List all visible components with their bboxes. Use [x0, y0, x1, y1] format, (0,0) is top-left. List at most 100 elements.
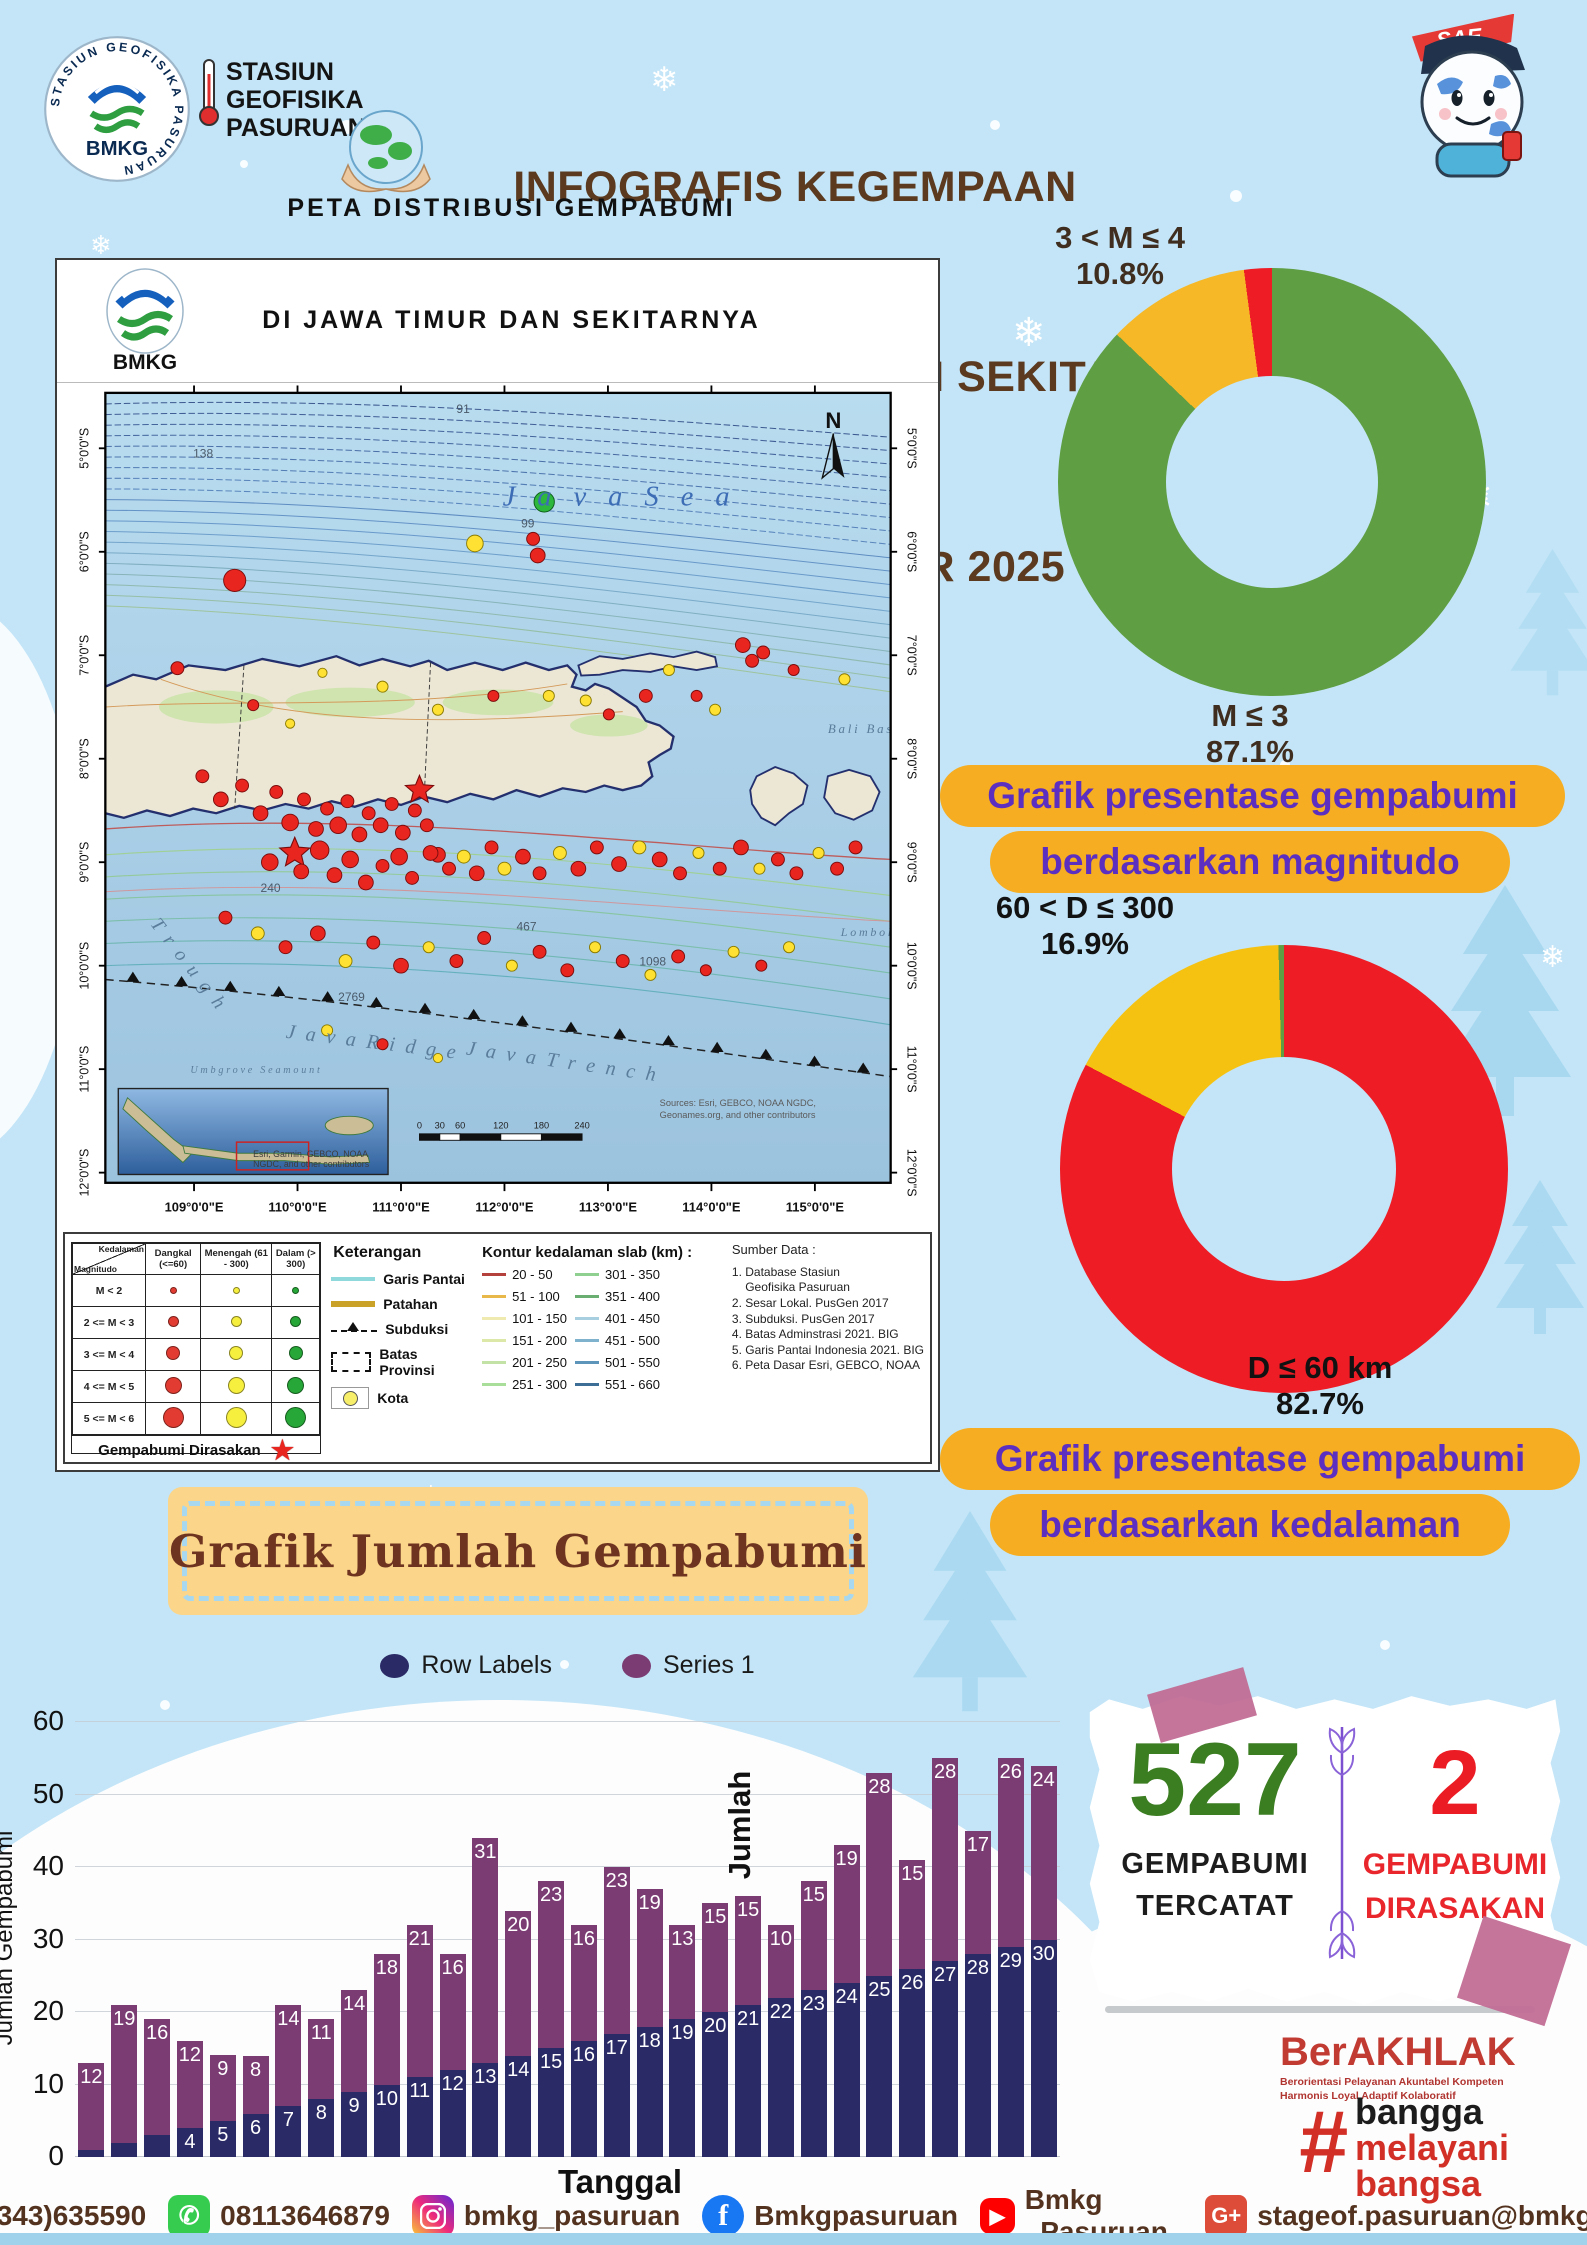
quake-dot [699, 964, 712, 977]
kontur-item: 20 - 50 [482, 1267, 567, 1282]
instagram-icon [411, 2195, 454, 2237]
contact-phone[interactable]: ☎(0343)635590 [0, 2195, 146, 2237]
bar-day-19[interactable]: 13 19 [669, 1924, 696, 2157]
magnitude-donut-chart[interactable] [1058, 268, 1486, 696]
lat-label-right: 8°0'0"S [904, 738, 918, 779]
rowlabels-segment: 28 [964, 1954, 991, 2157]
bar-day-9[interactable]: 14 9 [341, 1990, 368, 2157]
quake-dot [476, 931, 491, 945]
rowlabels-segment: 26 [899, 1968, 926, 2157]
bar-day-21[interactable]: 15 21 [735, 1895, 762, 2157]
depth-donut-chart[interactable] [1060, 945, 1508, 1393]
contact-facebook[interactable]: f Bmkgpasuruan [702, 2195, 958, 2237]
depth-caption-line-1: Grafik presentase gempabumi [940, 1428, 1580, 1490]
map-bmkg-logo: BMKG [106, 268, 184, 374]
quake-dot [292, 863, 309, 880]
quake-dot [389, 847, 408, 866]
bar-day-24[interactable]: 19 24 [833, 1845, 860, 2157]
quake-dot [589, 840, 604, 855]
series1-segment: 31 [472, 1837, 499, 2063]
map-legend: Kedalaman Magnitudo Dangkal (<=60) Menengah… [63, 1232, 932, 1464]
rowlabels-segment: 12 [439, 2070, 466, 2157]
bar-day-13[interactable]: 31 13 [472, 1837, 499, 2157]
bar-day-16[interactable]: 16 16 [570, 1925, 597, 2157]
bar-day-10[interactable]: 18 10 [373, 1954, 400, 2157]
recorded-label: GEMPABUMI TERCATAT [1095, 1843, 1335, 1927]
bar-day-4[interactable]: 12 4 [176, 2041, 203, 2157]
quake-dot [357, 874, 374, 891]
rowlabels-segment: 27 [932, 1961, 959, 2157]
quake-dot [525, 531, 540, 546]
bar-day-29[interactable]: 26 29 [997, 1758, 1024, 2157]
bar-day-26[interactable]: 15 26 [899, 1859, 926, 2157]
bar-day-17[interactable]: 23 17 [603, 1866, 630, 2157]
berakhlak-title: BerAKHLAK [1280, 2030, 1516, 2074]
bar-day-27[interactable]: 28 27 [932, 1758, 959, 2157]
lon-label: 113°0'0"E [578, 1199, 637, 1214]
magnitude-top-pct: 10.8% [1076, 255, 1164, 291]
bar-day-3[interactable]: 16 [144, 2019, 171, 2157]
series1-segment: 18 [373, 1954, 400, 2085]
bar-day-18[interactable]: 19 18 [636, 1888, 663, 2157]
bangga-line: melayani [1354, 2127, 1510, 2168]
quake-dot [222, 568, 246, 592]
bar-day-7[interactable]: 14 7 [275, 2004, 302, 2157]
quake-dot [212, 791, 229, 808]
quake-dot [638, 688, 653, 703]
bar-day-25[interactable]: 28 25 [866, 1772, 893, 2157]
y-axis-title: Jumlah Gempabumi [0, 1830, 18, 2046]
quake-dot [468, 865, 485, 882]
depth-contour-number: 138 [193, 447, 213, 461]
bar-day-28[interactable]: 17 28 [964, 1830, 991, 2157]
bar-day-8[interactable]: 11 8 [308, 2019, 335, 2157]
quake-dot [351, 826, 367, 843]
rowlabels-segment: 4 [176, 2128, 203, 2157]
magnitude-caption-text-1: Grafik presentase gempabumi [987, 775, 1518, 816]
svg-text:Esri, Garmin, GEBCO, NOAA: Esri, Garmin, GEBCO, NOAA [253, 1149, 368, 1159]
bar-day-2[interactable]: 19 [111, 2004, 138, 2157]
bar-day-22[interactable]: 10 22 [767, 1925, 794, 2157]
bar-day-12[interactable]: 16 12 [439, 1954, 466, 2157]
sumber-line: 2. Sesar Lokal. PusGen 2017 [731, 1296, 889, 1311]
depth-bottom-label: D ≤ 60 km [1247, 1350, 1393, 1385]
contact-whatsapp[interactable]: ✆ 08113646879 [168, 2195, 390, 2237]
quake-dot [615, 954, 630, 968]
bar-day-23[interactable]: 15 23 [800, 1881, 827, 2157]
contact-text: (0343)635590 [0, 2200, 147, 2231]
rowlabels-segment: 29 [997, 1946, 1024, 2157]
keterangan-item: Garis Pantai [331, 1271, 472, 1287]
quake-dot [837, 673, 850, 686]
contact-gplus[interactable]: G+ stageof.pasuruan@bmkg.go.id [1205, 2195, 1587, 2237]
daily-earthquake-bar-chart[interactable]: Row Labels Series 1 Jumlah Gempabumi 12 1… [0, 1647, 1100, 2207]
lat-label-right: 9°0'0"S [904, 842, 918, 883]
quake-dot [407, 803, 422, 818]
sea-feature-label: Bali Basin [827, 721, 909, 736]
y-tick: 40 [32, 1850, 64, 1881]
magnitude-caption-text-2: berdasarkan magnitudo [1040, 841, 1460, 882]
legend-row-labels: Row Labels [380, 1651, 552, 1680]
quake-dot [361, 806, 376, 821]
legend-table-row: M < 2 [72, 1274, 321, 1307]
y-tick: 10 [32, 2067, 64, 2099]
bar-day-11[interactable]: 21 11 [406, 1924, 433, 2157]
bar-day-20[interactable]: 15 20 [702, 1903, 729, 2157]
rowlabels-segment: 6 [242, 2113, 269, 2157]
series1-segment: 20 [505, 1910, 532, 2056]
rowlabels-segment: 10 [373, 2084, 400, 2157]
magnitude-top-label: 3 < M ≤ 4 [1055, 220, 1185, 255]
bar-day-14[interactable]: 20 14 [505, 1910, 532, 2157]
bar-day-15[interactable]: 23 15 [538, 1881, 565, 2157]
quake-dot [465, 534, 484, 553]
bar-day-1[interactable]: 12 [78, 2062, 105, 2157]
bar-day-30[interactable]: 24 30 [1030, 1765, 1057, 2157]
bar-chart-section-title: Grafik Jumlah Gempabumi [168, 1487, 868, 1615]
series1-segment: 16 [439, 1954, 466, 2070]
series1-segment: 28 [932, 1758, 959, 1962]
quake-dot [752, 862, 765, 875]
rowlabels-segment: 30 [1030, 1939, 1057, 2157]
bottom-strip [0, 2233, 1587, 2245]
contact-instagram[interactable]: bmkg_pasuruan [411, 2195, 680, 2237]
